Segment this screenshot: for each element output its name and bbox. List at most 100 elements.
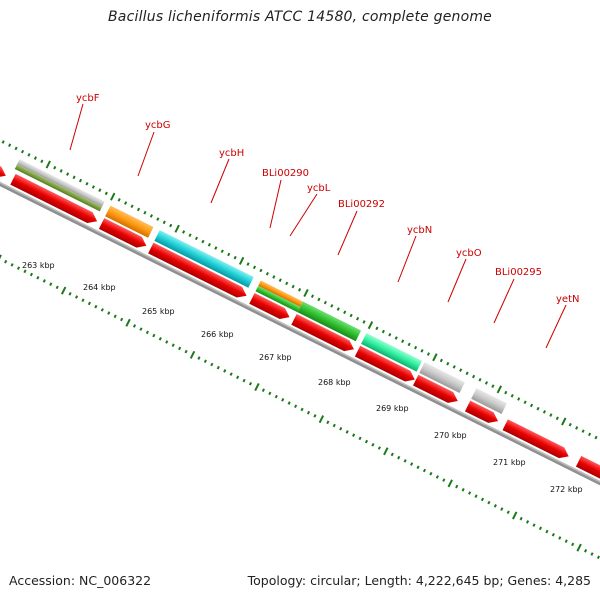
minor-tick [526,520,530,524]
gene-label-yetN[interactable]: yetN [556,294,579,305]
feature-cyan-ycbH[interactable] [154,230,254,288]
minor-tick [136,207,141,212]
gene-label-ycbO[interactable]: ycbO [456,248,482,259]
minor-tick [310,294,315,299]
tick-label: 267 kbp [259,353,292,362]
minor-tick [545,529,549,534]
minor-tick [149,214,153,218]
gene-label-ycbF[interactable]: ycbF [76,93,100,104]
minor-tick [474,494,478,498]
minor-tick [40,159,44,164]
gene-label-BLi00292[interactable]: BLi00292 [338,199,385,210]
minor-tick [487,500,491,505]
feature-mint-ycbN[interactable] [361,333,422,372]
minor-tick [20,149,25,154]
minor-tick [465,371,469,376]
gene-label-ycbL[interactable]: ycbL [307,183,331,194]
feature-orange-ycbG[interactable] [105,205,154,238]
feature-grey-1[interactable] [16,159,105,207]
minor-tick [294,404,298,409]
minor-tick [306,410,311,415]
minor-tick [274,394,278,399]
minor-tick [98,188,102,192]
minor-tick [171,343,175,347]
major-tick [45,160,51,169]
major-tick [174,224,180,233]
minor-tick [575,426,579,430]
minor-tick [216,365,220,370]
minor-tick [201,239,205,244]
minor-tick [323,300,327,305]
cds-arrow[interactable] [0,156,9,181]
minor-tick [248,381,253,386]
minor-tick [158,336,162,341]
minor-tick [285,281,289,286]
cds-arrow[interactable] [10,173,99,227]
minor-tick [529,403,534,408]
gene-label-ycbG[interactable]: ycbG [145,120,171,131]
minor-tick [536,406,540,411]
cds-arrow[interactable] [575,455,600,493]
cds-arrow[interactable] [291,314,356,355]
gene-label-ycbH[interactable]: ycbH [219,148,244,159]
gene-label-BLi00295[interactable]: BLi00295 [495,267,542,278]
minor-tick [420,349,424,353]
minor-tick [358,436,362,441]
tick-label: 266 kbp [201,330,234,339]
minor-tick [429,471,433,476]
minor-tick [549,413,553,417]
minor-tick [100,308,104,312]
minor-tick [14,146,18,151]
minor-tick [542,410,547,414]
feature-grey-ycbO[interactable] [419,362,465,394]
minor-tick [165,340,169,344]
minor-tick [27,153,31,157]
feature-grey-BLi00295[interactable] [471,388,507,414]
tick-label: 268 kbp [318,378,351,387]
minor-tick [584,549,588,553]
minor-tick [55,285,59,290]
minor-tick [66,172,70,176]
minor-tick [517,397,521,401]
minor-tick [336,307,340,311]
minor-tick [252,265,257,270]
feature-olive-1[interactable] [14,164,103,212]
minor-tick [317,297,321,302]
gene-label-BLi00290[interactable]: BLi00290 [262,168,309,179]
cds-arrow[interactable] [413,374,460,407]
minor-tick [143,210,147,215]
minor-tick [242,378,246,383]
genome-title: Bacillus licheniformis ATCC 14580, compl… [108,9,492,25]
gene-label-ycbN[interactable]: ycbN [407,225,432,236]
minor-tick [117,198,121,202]
minor-tick [455,484,459,489]
cds-arrow[interactable] [464,400,501,427]
cds-arrow[interactable] [502,419,572,461]
tick-label: 270 kbp [434,431,467,440]
minor-tick [442,478,446,482]
cds-arrow[interactable] [98,218,149,251]
minor-tick [403,459,407,463]
minor-tick [564,539,568,543]
minor-tick [439,358,443,363]
feature-green-ycbL[interactable] [297,301,362,342]
minor-tick [571,542,575,547]
minor-tick [410,462,414,466]
feature-green-BLi00290[interactable] [255,285,301,313]
minor-tick [506,510,510,515]
cds-arrow[interactable] [148,242,249,301]
minor-tick [397,455,401,460]
feature-orange-BLi00290[interactable] [258,280,303,307]
cds-arrow[interactable] [354,345,418,385]
cds-arrow[interactable] [249,293,292,322]
major-tick [303,288,309,298]
minor-tick [210,362,214,367]
minor-tick [300,407,304,412]
minor-tick [313,414,317,418]
minor-tick [49,282,53,286]
minor-tick [42,279,46,283]
major-tick [254,382,260,391]
minor-tick [207,243,211,247]
minor-tick [472,374,476,379]
minor-tick [272,275,276,279]
